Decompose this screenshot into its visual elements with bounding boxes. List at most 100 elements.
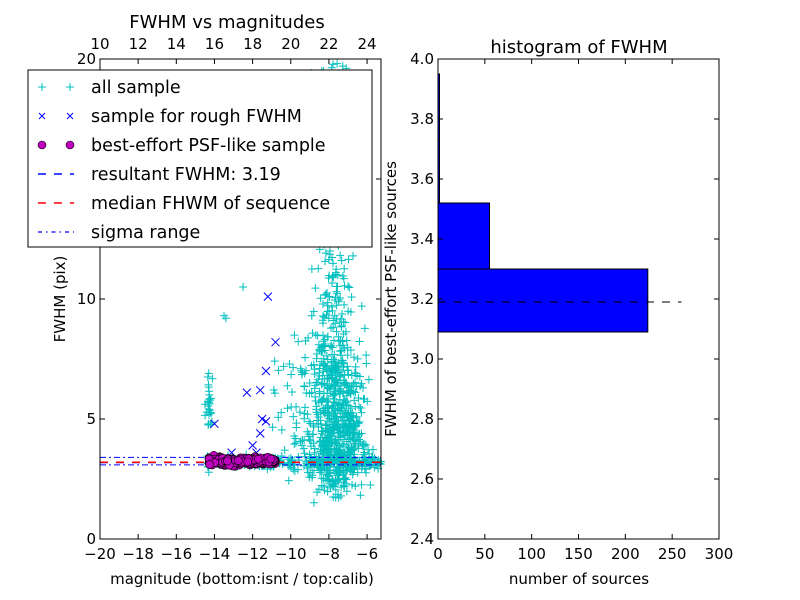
legend-label: sample for rough FWHM xyxy=(91,107,302,127)
all-sample-point xyxy=(301,452,310,461)
all-sample-point xyxy=(351,482,360,491)
all-sample-point xyxy=(335,317,344,326)
all-sample-point xyxy=(322,420,331,429)
all-sample-point xyxy=(355,456,364,465)
all-sample-point xyxy=(299,444,308,453)
all-sample-point xyxy=(311,331,320,340)
all-sample-point xyxy=(337,359,346,368)
y-tick-label: 3.6 xyxy=(410,170,434,188)
all-sample-point xyxy=(337,256,346,265)
all-sample-point xyxy=(319,456,328,465)
all-sample-point xyxy=(323,366,332,375)
all-sample-point xyxy=(205,390,214,399)
all-sample-point xyxy=(327,358,336,367)
all-sample-point xyxy=(314,485,323,494)
all-sample-point xyxy=(317,442,326,451)
all-sample-point xyxy=(329,259,338,268)
all-sample-point xyxy=(351,462,360,471)
histogram-x-label: number of sources xyxy=(509,570,649,588)
all-sample-point xyxy=(339,341,348,350)
legend-label: best-effort PSF-like sample xyxy=(91,136,326,156)
all-sample-point xyxy=(329,273,338,282)
all-sample-point xyxy=(330,311,339,320)
all-sample-point xyxy=(324,466,333,475)
top-x-tick-label: 18 xyxy=(243,35,262,53)
all-sample-point xyxy=(357,480,366,489)
all-sample-point xyxy=(202,408,211,417)
all-sample-point xyxy=(359,442,368,451)
all-sample-point xyxy=(340,396,349,405)
all-sample-point xyxy=(333,368,342,377)
legend-label: median FHWM of sequence xyxy=(91,194,330,214)
all-sample-point xyxy=(270,389,279,398)
all-sample-point xyxy=(332,265,341,274)
all-sample-point xyxy=(277,425,286,434)
all-sample-point xyxy=(277,451,286,460)
all-sample-point xyxy=(326,324,335,333)
all-sample-point xyxy=(331,319,340,328)
rough-fwhm-point xyxy=(261,417,271,426)
all-sample-point xyxy=(362,351,371,360)
histogram-ticks: 0 50 100 150 200 250 300 2.4 2.6 2.8 3.0 3.2 3.4 3.6 3… xyxy=(410,50,733,563)
psf-like-point xyxy=(243,457,253,467)
all-sample-point xyxy=(344,401,353,410)
y-tick-label: 2.4 xyxy=(410,530,434,548)
all-sample-point xyxy=(327,370,336,379)
all-sample-point xyxy=(321,424,330,433)
all-sample-point xyxy=(370,453,379,462)
all-sample-point xyxy=(207,409,216,418)
rough-fwhm-point xyxy=(261,366,271,376)
scatter-x-label: magnitude (bottom:isnt / top:calib) xyxy=(110,570,374,588)
all-sample-point xyxy=(338,422,347,431)
legend-circle-marker xyxy=(65,140,75,150)
all-sample-point xyxy=(336,351,345,360)
all-sample-point xyxy=(350,369,359,378)
rough-fwhm-point xyxy=(242,388,252,397)
all-sample-point xyxy=(316,437,325,446)
all-sample-point xyxy=(345,283,354,292)
all-sample-point xyxy=(208,374,217,383)
histogram-bar xyxy=(437,268,649,333)
all-sample-point xyxy=(319,342,328,351)
y-tick-label: 5 xyxy=(86,410,96,428)
all-sample-point xyxy=(338,62,347,71)
all-sample-point xyxy=(336,251,345,260)
all-sample-point xyxy=(303,468,312,477)
psf-like-point xyxy=(223,456,232,466)
all-sample-point xyxy=(317,380,326,389)
all-sample-point xyxy=(329,482,338,491)
all-sample-point xyxy=(323,301,332,310)
legend-label: sigma range xyxy=(91,223,200,243)
all-sample-point xyxy=(295,408,304,417)
all-sample-point xyxy=(338,310,347,319)
all-sample-point xyxy=(334,421,343,430)
all-sample-point xyxy=(315,455,324,464)
all-sample-point xyxy=(287,402,296,411)
scatter-y-label: FWHM (pix) xyxy=(51,256,69,343)
all-sample-point xyxy=(204,402,213,411)
legend-entry: sample for rough FWHM xyxy=(38,107,302,127)
all-sample-point xyxy=(327,302,336,311)
top-x-tick-label: 24 xyxy=(358,35,377,53)
all-sample-point xyxy=(340,344,349,353)
all-sample-point xyxy=(349,454,358,463)
y-tick-label: 3.2 xyxy=(410,290,434,308)
all-sample-point xyxy=(326,371,335,380)
all-sample-point xyxy=(328,439,337,448)
all-sample-point xyxy=(306,437,315,446)
all-sample-point xyxy=(294,452,303,461)
all-sample-point xyxy=(355,417,364,426)
all-sample-point xyxy=(290,467,299,476)
y-tick-label: 3.8 xyxy=(410,110,434,128)
all-sample-point xyxy=(332,301,341,310)
y-tick-label: 3.4 xyxy=(410,230,434,248)
all-sample-point xyxy=(329,336,338,345)
all-sample-point xyxy=(308,329,317,338)
all-sample-point xyxy=(363,397,372,406)
all-sample-point xyxy=(310,448,319,457)
all-sample-point xyxy=(292,419,301,428)
all-sample-point xyxy=(338,389,347,398)
legend-entry: median FHWM of sequence xyxy=(38,194,330,214)
all-sample-point xyxy=(327,451,336,460)
all-sample-point xyxy=(339,475,348,484)
